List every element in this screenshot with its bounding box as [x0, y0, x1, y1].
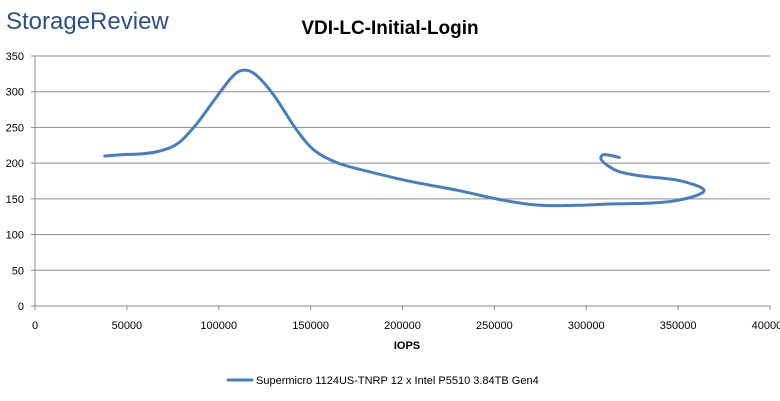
data-point [618, 171, 620, 173]
x-tick-label: 100000 [200, 320, 237, 332]
data-point [576, 204, 578, 206]
data-point [456, 189, 458, 191]
y-tick-label: 250 [6, 122, 24, 134]
data-point [649, 202, 651, 204]
y-tick-label: 300 [6, 87, 24, 99]
data-point [230, 76, 232, 78]
data-point [159, 150, 161, 152]
data-point [600, 158, 602, 160]
data-point [618, 156, 620, 158]
x-tick-label: 50000 [112, 320, 143, 332]
data-point [603, 153, 605, 155]
storagereview-logo: StorageReview [6, 8, 169, 35]
data-point [196, 123, 198, 125]
data-point [313, 149, 315, 151]
data-point [613, 203, 615, 205]
data-point [241, 69, 243, 71]
y-tick-label: 150 [6, 194, 24, 206]
series-line [103, 68, 706, 208]
series-layer [103, 68, 706, 208]
data-point [295, 128, 297, 130]
y-tick-label: 200 [6, 158, 24, 170]
data-point [122, 153, 124, 155]
chart-title: VDI-LC-Initial-Login [301, 18, 478, 39]
x-axis-ticks: 0 50000 100000 150000 200000 250000 300000 3500… [32, 320, 780, 332]
axes [31, 55, 771, 310]
x-tick-label: 150000 [292, 320, 329, 332]
data-point [699, 193, 701, 195]
y-axis-ticks: 0 50 100 150 200 250 300 350 [6, 51, 24, 313]
data-point [140, 153, 142, 155]
y-tick-label: 0 [18, 301, 24, 313]
data-point [539, 204, 541, 206]
x-axis-label: IOPS [394, 340, 420, 352]
data-point [411, 181, 413, 183]
y-tick-label: 50 [12, 265, 24, 277]
legend: Supermicro 1124US-TNRP 12 x Intel P5510 … [226, 375, 539, 387]
data-point [254, 73, 256, 75]
data-point [273, 94, 275, 96]
data-point [607, 165, 609, 167]
data-point [374, 172, 376, 174]
legend-entry-label: Supermicro 1124US-TNRP 12 x Intel P5510 … [256, 375, 539, 387]
data-point [177, 142, 179, 144]
x-tick-label: 0 [32, 320, 38, 332]
gridlines [35, 55, 770, 271]
data-point [502, 199, 504, 201]
data-point [640, 175, 642, 177]
y-tick-label: 350 [6, 51, 24, 63]
data-point [701, 187, 703, 189]
x-tick-label: 250000 [476, 320, 513, 332]
y-tick-label: 100 [6, 230, 24, 242]
data-point [104, 155, 106, 157]
data-point [677, 199, 679, 201]
x-tick-label: 200000 [384, 320, 421, 332]
data-point [677, 179, 679, 181]
data-point [337, 162, 339, 164]
data-point [214, 98, 216, 100]
x-tick-label: 350000 [660, 320, 697, 332]
x-tick-label: 300000 [568, 320, 605, 332]
